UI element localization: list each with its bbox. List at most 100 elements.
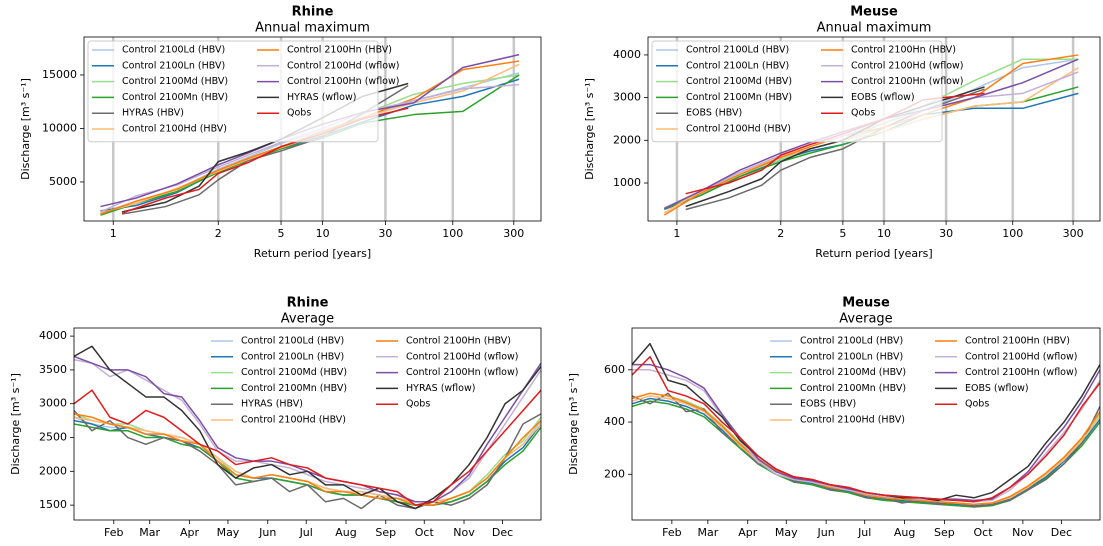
legend-label: Control 2100Ld (HBV) — [800, 336, 903, 347]
legend-label: Control 2100Ld (HBV) — [241, 336, 344, 347]
y-tick-label: 600 — [604, 363, 625, 376]
chart-title: Meuse — [842, 296, 890, 311]
legend-label: Control 2100Ld (HBV) — [122, 45, 225, 56]
legend-label: Qobs — [406, 399, 430, 410]
x-tick-label: Nov — [453, 526, 475, 539]
legend-label: HYRAS (HBV) — [241, 399, 303, 410]
x-tick-label: Mar — [697, 526, 718, 539]
x-tick-label: Aug — [335, 526, 356, 539]
y-tick-label: 400 — [604, 415, 625, 428]
legend-label: Control 2100Mn (HBV) — [800, 383, 906, 394]
x-tick-label: 5 — [278, 227, 285, 240]
x-tick-label: Aug — [894, 526, 915, 539]
legend-label: Control 2100Ln (HBV) — [241, 351, 344, 362]
legend-label: Control 2100Mn (HBV) — [686, 92, 792, 103]
legend-label: Control 2100Hn (HBV) — [406, 336, 511, 347]
legend-label: Qobs — [851, 108, 875, 119]
x-tick-label: Mar — [139, 526, 160, 539]
x-tick-label: 2 — [777, 227, 784, 240]
x-tick-label: Jun — [258, 526, 276, 539]
legend-frame — [87, 40, 379, 143]
x-tick-label: Oct — [415, 526, 435, 539]
legend-label: Control 2100Hn (HBV) — [965, 336, 1070, 347]
series-line — [74, 413, 541, 506]
legend-label: Control 2100Md (HBV) — [122, 76, 228, 87]
y-tick-label: 200 — [604, 467, 625, 480]
x-axis-label: Return period [years] — [815, 247, 932, 260]
series-line — [632, 355, 1100, 503]
series-line — [74, 359, 541, 503]
x-tick-label: May — [217, 526, 240, 539]
y-axis-label: Discharge [m³ s⁻¹] — [19, 78, 32, 180]
series-line — [74, 389, 541, 506]
x-tick-label: May — [775, 526, 798, 539]
x-tick-label: Jul — [299, 526, 313, 539]
legend-label: EOBS (wflow) — [851, 92, 915, 103]
y-axis-label: Discharge [m³ s⁻¹] — [567, 373, 580, 475]
legend-label: Control 2100Hd (wflow) — [406, 351, 518, 362]
legend-label: HYRAS (HBV) — [122, 108, 184, 119]
x-tick-label: 30 — [378, 227, 392, 240]
x-tick-label: Dec — [492, 526, 513, 539]
y-tick-label: 1500 — [39, 498, 67, 511]
legend-label: Control 2100Hd (HBV) — [800, 415, 905, 426]
legend-label: Control 2100Hd (HBV) — [122, 124, 227, 135]
x-tick-label: Feb — [104, 526, 123, 539]
x-tick-label: 300 — [1063, 227, 1084, 240]
legend-label: Control 2100Mn (HBV) — [241, 383, 347, 394]
x-tick-label: Feb — [662, 526, 681, 539]
legend-label: Control 2100Hd (wflow) — [965, 351, 1077, 362]
chart-title: Meuse — [850, 5, 898, 20]
y-tick-label: 15000 — [42, 68, 77, 81]
legend-label: Control 2100Ln (HBV) — [800, 351, 903, 362]
x-tick-label: Oct — [973, 526, 993, 539]
x-tick-label: Jul — [857, 526, 871, 539]
y-tick-label: 3000 — [613, 91, 641, 104]
series-line — [74, 413, 541, 503]
legend-label: HYRAS (wflow) — [406, 383, 475, 394]
y-tick-label: 4000 — [39, 329, 67, 342]
x-tick-label: Nov — [1012, 526, 1034, 539]
chart-subtitle: Annual maximum — [817, 21, 932, 36]
legend-label: Control 2100Hd (HBV) — [686, 124, 791, 135]
y-axis-label: Discharge [m³ s⁻¹] — [583, 78, 596, 180]
plot-frame — [647, 36, 1101, 222]
y-tick-label: 10000 — [42, 121, 77, 134]
x-tick-label: 300 — [503, 227, 524, 240]
legend-label: Control 2100Ln (HBV) — [686, 60, 789, 71]
series-line — [632, 397, 1100, 507]
legend-label: Control 2100Hd (wflow) — [851, 60, 963, 71]
legend-label: Control 2100Hn (wflow) — [406, 367, 518, 378]
y-tick-label: 2000 — [39, 464, 67, 477]
legend-label: Control 2100Hd (HBV) — [241, 415, 346, 426]
y-tick-label: 1000 — [613, 176, 641, 189]
y-tick-label: 5000 — [49, 175, 77, 188]
legend-label: Control 2100Hn (HBV) — [287, 45, 392, 56]
legend-label: HYRAS (wflow) — [287, 92, 356, 103]
x-tick-label: 1 — [110, 227, 117, 240]
y-axis-label: Discharge [m³ s⁻¹] — [9, 373, 22, 475]
legend-label: Control 2100Ln (HBV) — [122, 60, 225, 71]
chart-subtitle: Average — [839, 312, 892, 327]
legend-frame — [651, 40, 943, 143]
x-tick-label: Apr — [180, 526, 200, 539]
legend-label: EOBS (wflow) — [965, 383, 1029, 394]
plot-frame — [631, 327, 1101, 521]
series-group — [74, 345, 541, 510]
x-axis-label: Return period [years] — [254, 247, 371, 260]
x-tick-label: 5 — [839, 227, 846, 240]
legend-label: Control 2100Md (HBV) — [800, 367, 906, 378]
legend-label: Qobs — [965, 399, 989, 410]
x-tick-label: Apr — [738, 526, 758, 539]
chart-subtitle: Annual maximum — [255, 21, 370, 36]
legend-label: Control 2100Hn (wflow) — [287, 76, 399, 87]
legend-label: Control 2100Mn (HBV) — [122, 92, 228, 103]
legend-label: Control 2100Hn (wflow) — [965, 367, 1077, 378]
series-line — [100, 74, 520, 216]
y-tick-label: 2000 — [613, 133, 641, 146]
legend-label: Control 2100Ld (HBV) — [686, 45, 789, 56]
